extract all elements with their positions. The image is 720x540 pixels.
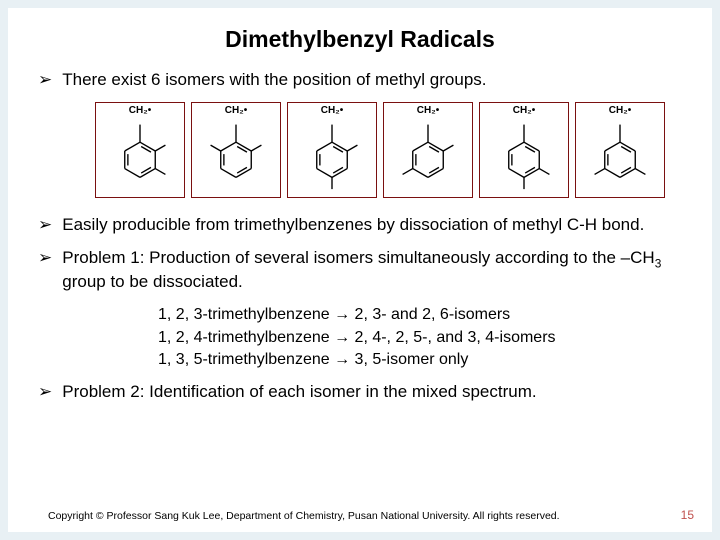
isomer-box: CH₂• bbox=[383, 102, 473, 198]
bullet-2: ➢ Easily producible from trimethylbenzen… bbox=[38, 214, 682, 237]
isomer-box: CH₂• bbox=[95, 102, 185, 198]
bullet-1: ➢ There exist 6 isomers with the positio… bbox=[38, 69, 682, 92]
subscript-3: 3 bbox=[655, 256, 662, 270]
isomer-box: CH₂• bbox=[191, 102, 281, 198]
bullet-3-text: Problem 1: Production of several isomers… bbox=[62, 247, 682, 294]
ch2-label: CH₂• bbox=[513, 105, 535, 116]
copyright-text: Copyright © Professor Sang Kuk Lee, Depa… bbox=[48, 510, 560, 522]
problem1-sublist: 1, 2, 3-trimethylbenzene → 2, 3- and 2, … bbox=[158, 304, 682, 371]
bullet-arrow-icon: ➢ bbox=[38, 69, 52, 92]
bullet-3: ➢ Problem 1: Production of several isome… bbox=[38, 247, 682, 294]
bullet-arrow-icon: ➢ bbox=[38, 381, 52, 404]
bullet-2-text: Easily producible from trimethylbenzenes… bbox=[62, 214, 682, 237]
ch2-label: CH₂• bbox=[609, 105, 631, 116]
bullet-arrow-icon: ➢ bbox=[38, 247, 52, 270]
slide-title: Dimethylbenzyl Radicals bbox=[38, 26, 682, 53]
ch2-label: CH₂• bbox=[225, 105, 247, 116]
isomer-row: CH₂• CH₂• CH₂• CH₂• CH₂• CH₂• bbox=[78, 102, 682, 198]
sublist-item-1: 1, 2, 3-trimethylbenzene → 2, 3- and 2, … bbox=[158, 304, 682, 326]
bullet-arrow-icon: ➢ bbox=[38, 214, 52, 237]
isomer-box: CH₂• bbox=[287, 102, 377, 198]
bullet-3-lead: Problem 1: Production of several isomers… bbox=[62, 248, 654, 267]
slide-container: Dimethylbenzyl Radicals ➢ There exist 6 … bbox=[8, 8, 712, 532]
sublist-item-3: 1, 3, 5-trimethylbenzene → 3, 5-isomer o… bbox=[158, 349, 682, 371]
sublist-item-2: 1, 2, 4-trimethylbenzene → 2, 4-, 2, 5-,… bbox=[158, 327, 682, 349]
bullet-4-text: Problem 2: Identification of each isomer… bbox=[62, 381, 682, 404]
isomer-box: CH₂• bbox=[479, 102, 569, 198]
bullet-3-tail: group to be dissociated. bbox=[62, 272, 243, 291]
page-number: 15 bbox=[681, 508, 694, 522]
bullet-4: ➢ Problem 2: Identification of each isom… bbox=[38, 381, 682, 404]
ch2-label: CH₂• bbox=[417, 105, 439, 116]
isomer-box: CH₂• bbox=[575, 102, 665, 198]
ch2-label: CH₂• bbox=[321, 105, 343, 116]
bullet-1-text: There exist 6 isomers with the position … bbox=[62, 69, 682, 92]
ch2-label: CH₂• bbox=[129, 105, 151, 116]
